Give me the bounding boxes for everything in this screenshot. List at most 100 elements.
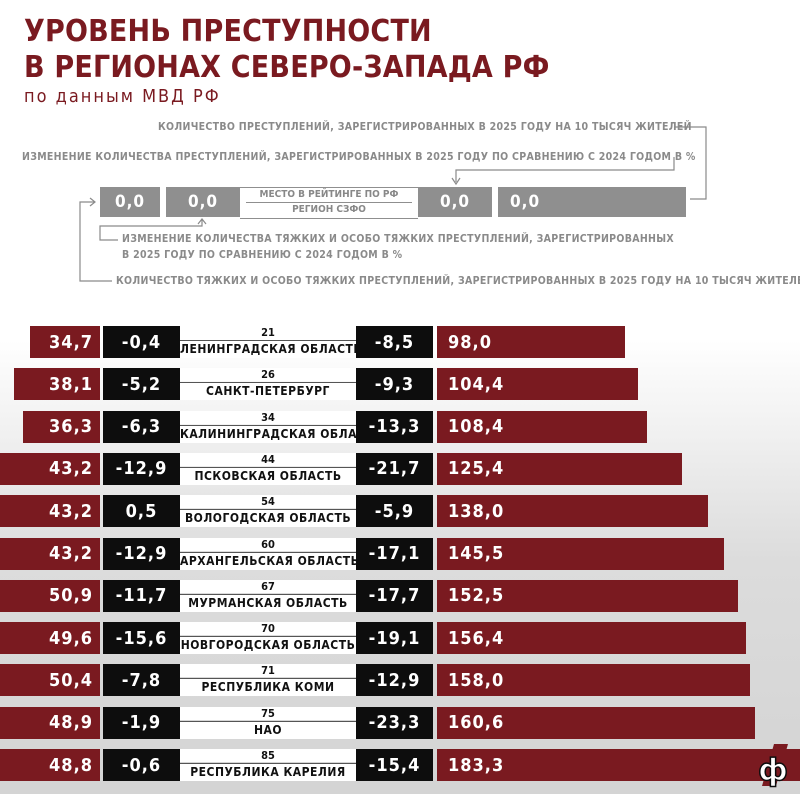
svg-text:ф: ф <box>758 753 788 788</box>
rank-label: 44 <box>180 452 356 466</box>
table-row: 43,2 -12,9 44 ПСКОВСКАЯ ОБЛАСТЬ -21,7 125,4 <box>0 452 800 485</box>
grave-per-10k-bar: 34,7 <box>30 326 100 358</box>
rank-divider <box>180 340 356 341</box>
grave-per-10k-bar: 50,4 <box>0 664 100 697</box>
legend-center-box: МЕСТО В РЕЙТИНГЕ ПО РФ РЕГИОН СЗФО <box>240 187 418 219</box>
legend-separator <box>246 202 412 203</box>
legend-crimes-change: ИЗМЕНЕНИЕ КОЛИЧЕСТВА ПРЕСТУПЛЕНИЙ, ЗАРЕГ… <box>22 151 696 163</box>
legend-grave-change-line-1: ИЗМЕНЕНИЕ КОЛИЧЕСТВА ТЯЖКИХ И ОСОБО ТЯЖК… <box>122 233 674 245</box>
region-cell: 85 РЕСПУБЛИКА КАРЕЛИЯ <box>180 749 356 781</box>
legend-box-crimes-per-10k: 0,0 <box>498 187 686 217</box>
region-cell: 67 МУРМАНСКАЯ ОБЛАСТЬ <box>180 579 356 612</box>
rank-label: 70 <box>180 622 356 636</box>
legend-box-grave-change: 0,0 <box>166 187 240 217</box>
grave-change-cell: -15,6 <box>103 622 180 655</box>
table-row: 48,8 -0,6 85 РЕСПУБЛИКА КАРЕЛИЯ -15,4 183,3 <box>0 749 800 781</box>
grave-per-10k-bar: 48,8 <box>0 749 100 781</box>
crimes-per-10k-bar: 145,5 <box>437 537 724 570</box>
table-row: 48,9 -1,9 75 НАО -23,3 160,6 <box>0 706 800 739</box>
table-row: 50,9 -11,7 67 МУРМАНСКАЯ ОБЛАСТЬ -17,7 152,5 <box>0 579 800 612</box>
region-cell: 60 АРХАНГЕЛЬСКАЯ ОБЛАСТЬ <box>180 537 360 570</box>
crimes-per-10k-bar: 158,0 <box>437 664 750 697</box>
rank-divider <box>180 509 356 511</box>
table-row: 36,3 -6,3 34 КАЛИНИНГРАДСКАЯ ОБЛАСТЬ -13,3 10… <box>0 410 800 443</box>
crimes-change-cell: -9,3 <box>356 368 433 401</box>
crimes-change-cell: -15,4 <box>356 749 433 781</box>
rank-label: 75 <box>180 706 356 720</box>
page-subtitle: по данным МВД РФ <box>24 86 221 107</box>
region-cell: 34 КАЛИНИНГРАДСКАЯ ОБЛАСТЬ <box>180 410 382 443</box>
region-name: РЕСПУБЛИКА КОМИ <box>180 679 356 697</box>
region-cell: 75 НАО <box>180 706 356 739</box>
rank-divider <box>180 720 356 722</box>
grave-change-cell: -5,2 <box>103 368 180 401</box>
crimes-per-10k-bar: 108,4 <box>437 410 647 443</box>
grave-per-10k-bar: 50,9 <box>0 579 100 612</box>
region-name: РЕСПУБЛИКА КАРЕЛИЯ <box>180 764 356 781</box>
logo-icon: ф <box>757 744 789 788</box>
crimes-per-10k-bar: 104,4 <box>437 368 638 401</box>
grave-change-cell: -12,9 <box>103 452 180 485</box>
region-cell: 70 НОВГОРОДСКАЯ ОБЛАСТЬ <box>180 622 356 655</box>
table-row: 50,4 -7,8 71 РЕСПУБЛИКА КОМИ -12,9 158,0 <box>0 664 800 697</box>
table-row: 38,1 -5,2 26 САНКТ-ПЕТЕРБУРГ -9,3 104,4 <box>0 368 800 401</box>
crimes-per-10k-bar: 183,3 <box>437 749 800 781</box>
rank-label: 54 <box>180 495 356 509</box>
rank-divider <box>180 763 356 764</box>
title-line-2: В РЕГИОНАХ СЕВЕРО-ЗАПАДА РФ <box>24 50 550 85</box>
rank-divider <box>180 382 356 384</box>
rank-divider <box>180 678 356 680</box>
legend-region-label: РЕГИОН СЗФО <box>292 204 366 215</box>
grave-per-10k-bar: 43,2 <box>0 537 100 570</box>
rank-label: 21 <box>180 326 356 339</box>
grave-change-cell: -11,7 <box>103 579 180 612</box>
grave-per-10k-bar: 43,2 <box>0 495 100 528</box>
table-row: 43,2 0,5 54 ВОЛОГОДСКАЯ ОБЛАСТЬ -5,9 138,0 <box>0 495 800 528</box>
region-name: АРХАНГЕЛЬСКАЯ ОБЛАСТЬ <box>180 552 360 570</box>
region-name: МУРМАНСКАЯ ОБЛАСТЬ <box>180 594 356 612</box>
region-name: ВОЛОГОДСКАЯ ОБЛАСТЬ <box>180 510 356 528</box>
arrow-crimes-change <box>451 177 461 186</box>
crimes-change-cell: -13,3 <box>356 410 433 443</box>
arrow-grave-change <box>197 218 207 225</box>
rank-label: 85 <box>180 749 356 762</box>
crimes-change-cell: -12,9 <box>356 664 433 697</box>
crimes-change-cell: -8,5 <box>356 326 433 358</box>
crimes-change-cell: -17,7 <box>356 579 433 612</box>
rank-label: 71 <box>180 664 356 678</box>
rank-label: 67 <box>180 579 356 593</box>
rank-divider <box>180 424 356 426</box>
region-cell: 44 ПСКОВСКАЯ ОБЛАСТЬ <box>180 452 356 485</box>
grave-change-cell: -0,4 <box>103 326 180 358</box>
crimes-change-cell: -23,3 <box>356 706 433 739</box>
grave-per-10k-bar: 43,2 <box>0 452 100 485</box>
legend-box-crimes-change: 0,0 <box>418 187 492 217</box>
grave-per-10k-bar: 36,3 <box>23 410 100 443</box>
grave-per-10k-bar: 48,9 <box>0 706 100 739</box>
region-cell: 54 ВОЛОГОДСКАЯ ОБЛАСТЬ <box>180 495 356 528</box>
region-name: КАЛИНИНГРАДСКАЯ ОБЛАСТЬ <box>180 425 382 443</box>
arrow-grave-per-10k <box>89 197 96 207</box>
grave-change-cell: -1,9 <box>103 706 180 739</box>
legend-rank-label: МЕСТО В РЕЙТИНГЕ ПО РФ <box>259 189 399 200</box>
table-row: 43,2 -12,9 60 АРХАНГЕЛЬСКАЯ ОБЛАСТЬ -17,1 145… <box>0 537 800 570</box>
region-cell: 21 ЛЕНИНГРАДСКАЯ ОБЛАСТЬ <box>180 326 363 358</box>
crimes-change-cell: -5,9 <box>356 495 433 528</box>
crimes-per-10k-bar: 98,0 <box>437 326 625 358</box>
grave-per-10k-bar: 49,6 <box>0 622 100 655</box>
region-name: НОВГОРОДСКАЯ ОБЛАСТЬ <box>180 637 356 655</box>
legend-crimes-per-10k: КОЛИЧЕСТВО ПРЕСТУПЛЕНИЙ, ЗАРЕГИСТРИРОВАН… <box>158 121 692 133</box>
title-line-1: УРОВЕНЬ ПРЕСТУПНОСТИ <box>24 14 432 49</box>
region-name: ЛЕНИНГРАДСКАЯ ОБЛАСТЬ <box>180 341 363 358</box>
rank-divider <box>180 466 356 468</box>
page-title: УРОВЕНЬ ПРЕСТУПНОСТИ В РЕГИОНАХ СЕВЕРО-З… <box>24 14 550 86</box>
rank-divider <box>180 593 356 595</box>
grave-change-cell: -7,8 <box>103 664 180 697</box>
rank-label: 60 <box>180 537 356 551</box>
table-row: 34,7 -0,4 21 ЛЕНИНГРАДСКАЯ ОБЛАСТЬ -8,5 98,0 <box>0 326 800 358</box>
legend-grave-change-line-2: В 2025 ГОДУ ПО СРАВНЕНИЮ С 2024 ГОДОМ В … <box>122 249 403 261</box>
grave-change-cell: 0,5 <box>103 495 180 528</box>
region-cell: 26 САНКТ-ПЕТЕРБУРГ <box>180 368 356 401</box>
rank-label: 26 <box>180 368 356 382</box>
crimes-change-cell: -17,1 <box>356 537 433 570</box>
